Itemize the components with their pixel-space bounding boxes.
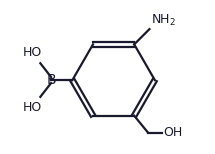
Text: HO: HO	[23, 46, 42, 59]
Text: OH: OH	[163, 126, 183, 139]
Text: HO: HO	[23, 101, 42, 114]
Text: NH$_2$: NH$_2$	[151, 12, 176, 28]
Text: B: B	[46, 73, 56, 87]
